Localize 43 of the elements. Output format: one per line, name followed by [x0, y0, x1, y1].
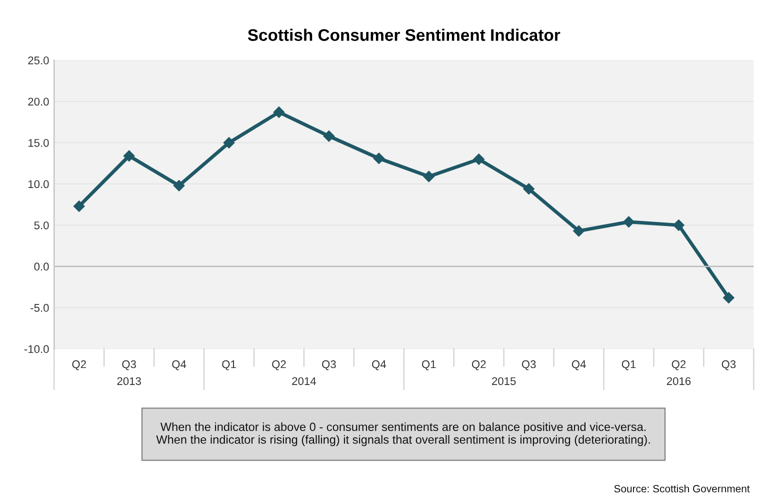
x-tick-label: Q4	[172, 360, 186, 370]
point	[123, 150, 135, 162]
x-tick-label: Q2	[672, 360, 686, 370]
point	[423, 170, 434, 182]
y-tick-label: 15.0	[28, 138, 49, 147]
x-tick-label: Q4	[572, 360, 586, 370]
point	[173, 180, 185, 192]
y-tick-label: 10.0	[28, 180, 49, 188]
x-tick-label: Q3	[522, 360, 536, 370]
x-tick-label: Q1	[422, 360, 436, 370]
chart-title: Scottish Consumer Sentiment Indicator	[248, 28, 560, 41]
text: 2015	[492, 377, 516, 386]
x-tick-label: Q3	[722, 360, 736, 370]
x-tick-label: Q1	[222, 360, 236, 370]
x-tick-label: Q3	[122, 360, 136, 370]
y-tick-label: -10.0	[24, 345, 49, 354]
y-tick-label: -5.0	[30, 304, 49, 312]
source-note: Source: Scottish Government	[614, 484, 750, 492]
x-tick-label: Q1	[622, 360, 636, 370]
y-tick-label: 25.0	[28, 56, 49, 64]
text: When the indicator is above 0 - consumer sentiments are on balance positive and vice-versa. When the indicator is rising (falling) it signals that overall sentiment is improving (deteriorating).	[156, 422, 650, 446]
y-tick-label: 0.0	[34, 262, 49, 271]
x-tick-label: Q4	[372, 360, 386, 370]
point	[723, 292, 734, 304]
point	[323, 130, 335, 142]
text: 2013	[117, 377, 141, 386]
point	[273, 106, 285, 118]
point	[573, 225, 584, 237]
point	[373, 152, 385, 164]
point	[73, 200, 85, 212]
x-tick-label: Q2	[272, 360, 286, 370]
point	[223, 137, 235, 148]
point	[523, 183, 534, 194]
y-tick-label: 5.0	[34, 221, 49, 230]
x-tick-label: Q2	[72, 360, 86, 370]
x-tick-label: Q2	[472, 360, 486, 370]
x-tick-label: Q3	[322, 360, 336, 370]
point	[673, 220, 684, 231]
point	[623, 216, 634, 228]
y-tick-label: 20.0	[28, 98, 49, 106]
point	[473, 154, 484, 165]
text: 2014	[292, 377, 316, 386]
text: 2016	[666, 377, 691, 386]
